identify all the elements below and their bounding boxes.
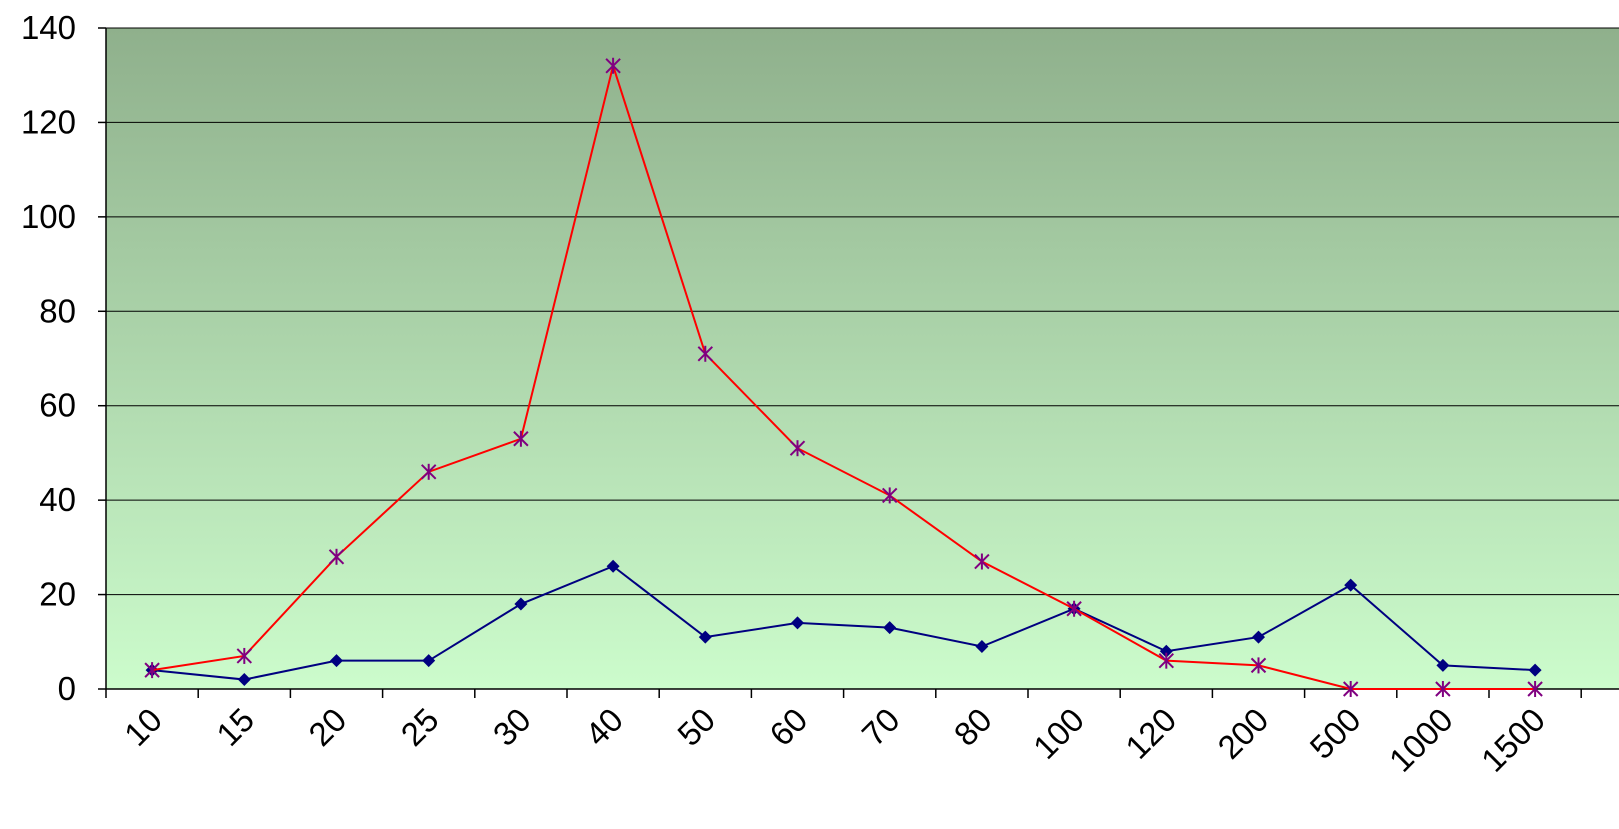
x-tick-label: 60 [762, 701, 814, 753]
data-point-marker [974, 553, 990, 570]
x-axis-tick-labels: 10 15 20 25 30 40 50 60 70 80 100 120 200 500 1000 1500 [117, 701, 1552, 779]
y-tick-label: 80 [39, 292, 76, 329]
data-point-marker [1158, 652, 1175, 669]
data-point-marker [697, 345, 714, 362]
data-point-marker [881, 487, 898, 504]
data-point-marker [422, 654, 436, 668]
data-point-marker [975, 640, 989, 654]
series-line [151, 62, 1536, 690]
data-point-marker [1435, 681, 1451, 697]
y-tick-label: 60 [39, 387, 76, 424]
series-1 [145, 559, 1542, 687]
x-tick-label: 80 [947, 701, 999, 753]
series-line [151, 565, 1536, 681]
y-tick-label: 20 [39, 576, 76, 613]
data-point-marker [420, 463, 437, 480]
x-tick-label: 15 [209, 701, 261, 753]
data-point-marker [330, 654, 343, 668]
x-tick-label: 30 [486, 701, 538, 753]
y-axis-tick-labels: 0 20 40 60 80 100 120 140 [21, 9, 76, 707]
y-tick-label: 40 [39, 481, 76, 518]
x-tick-label: 40 [578, 701, 630, 753]
plot-area [106, 28, 1619, 689]
x-tick-label: 200 [1210, 701, 1275, 766]
data-point-marker [144, 662, 160, 679]
data-point-marker [513, 430, 529, 447]
x-tick-label: 50 [670, 701, 722, 753]
data-point-marker [1252, 630, 1265, 644]
data-point-marker [698, 630, 712, 644]
x-tick-label: 1000 [1382, 701, 1460, 779]
y-tick-label: 120 [21, 103, 76, 140]
x-tick-label: 500 [1303, 701, 1368, 766]
y-tick-label: 0 [58, 670, 76, 707]
data-point-marker [791, 616, 804, 630]
x-tick-label: 70 [855, 701, 907, 753]
x-tick-label: 10 [117, 701, 169, 753]
data-point-marker [1342, 681, 1359, 697]
data-point-marker [1528, 663, 1542, 677]
data-point-marker [1066, 600, 1082, 617]
data-point-marker [236, 647, 253, 664]
x-tick-label: 100 [1026, 701, 1091, 766]
data-point-marker [606, 559, 620, 573]
data-point-marker [883, 621, 897, 635]
data-point-marker [1344, 578, 1358, 592]
data-point-marker [1527, 681, 1543, 697]
data-point-marker [1159, 644, 1173, 658]
y-tick-label: 140 [21, 9, 76, 46]
data-point-marker [1436, 658, 1450, 672]
x-tick-label: 1500 [1474, 701, 1552, 779]
data-point-marker [514, 597, 528, 611]
data-point-marker [605, 57, 621, 74]
series-2 [144, 57, 1543, 697]
data-point-marker [789, 440, 806, 457]
series-layer [144, 57, 1543, 697]
data-point-marker [237, 673, 251, 687]
x-tick-label: 120 [1118, 701, 1183, 766]
data-point-marker [328, 548, 345, 565]
x-tick-label: 25 [394, 701, 446, 753]
x-tick-label: 20 [301, 701, 353, 753]
y-tick-label: 100 [21, 198, 76, 235]
data-point-marker [1250, 657, 1267, 674]
gridlines [106, 27, 1619, 596]
